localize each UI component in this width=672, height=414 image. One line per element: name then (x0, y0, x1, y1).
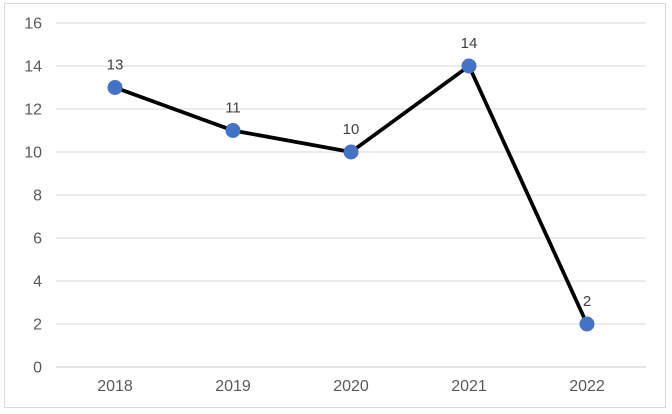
data-point-label: 13 (107, 57, 124, 74)
data-point-label: 14 (461, 35, 478, 52)
x-tick-label: 2020 (333, 378, 369, 395)
data-point-marker (107, 80, 123, 95)
y-tick-label: 4 (33, 274, 42, 291)
chart-border (4, 3, 666, 408)
y-tick-label: 10 (24, 145, 42, 162)
y-tick-label: 8 (33, 188, 42, 205)
data-point-marker (225, 123, 241, 138)
data-point-marker (579, 316, 595, 332)
data-point-label: 11 (225, 100, 241, 117)
data-point-marker (343, 144, 359, 160)
y-tick-label: 0 (33, 360, 42, 377)
data-point-label: 10 (343, 121, 360, 138)
y-tick-label: 14 (24, 59, 42, 76)
data-point-marker (461, 58, 477, 74)
y-tick-label: 2 (33, 317, 42, 334)
data-point-label: 2 (583, 293, 591, 310)
x-tick-label: 2018 (97, 378, 133, 395)
y-tick-label: 16 (24, 16, 42, 33)
y-tick-label: 12 (24, 102, 42, 119)
y-tick-label: 6 (33, 231, 42, 248)
x-tick-label: 2022 (569, 378, 605, 395)
x-tick-label: 2019 (215, 378, 251, 395)
x-tick-label: 2021 (451, 378, 487, 395)
